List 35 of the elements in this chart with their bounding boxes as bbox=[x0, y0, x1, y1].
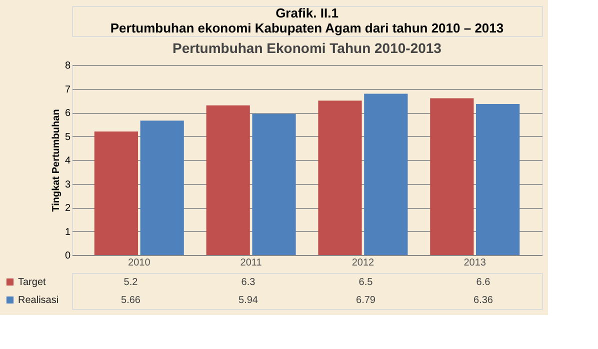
data-label: 6.36 bbox=[474, 295, 494, 306]
bar bbox=[476, 104, 520, 255]
bar bbox=[430, 98, 474, 255]
x-tick-label: 2010 bbox=[128, 258, 151, 268]
x-tick-label: 2013 bbox=[464, 258, 486, 268]
data-label: 6.3 bbox=[241, 277, 256, 288]
bar bbox=[364, 94, 408, 255]
chart-title: Pertumbuhan Ekonomi Tahun 2010-2013 bbox=[172, 40, 442, 56]
x-tick-label: 2011 bbox=[240, 258, 262, 268]
y-tick-label: 8 bbox=[64, 60, 71, 72]
bar bbox=[140, 120, 184, 255]
bar bbox=[94, 132, 138, 255]
y-tick-label: 5 bbox=[64, 132, 71, 143]
data-label: 5.2 bbox=[124, 277, 138, 288]
legend-label: Realisasi bbox=[18, 295, 59, 306]
bar bbox=[206, 105, 250, 255]
text: Pertumbuhan ekonomi Kabupaten Agam dari tahun 2010 – 2013 bbox=[110, 20, 504, 36]
data-label: 6.5 bbox=[358, 277, 374, 288]
text: Grafik. II.1 bbox=[276, 6, 338, 20]
y-tick-label: 1 bbox=[64, 226, 71, 238]
x-tick-label: 2012 bbox=[352, 258, 375, 268]
data-label: 6.6 bbox=[476, 277, 491, 288]
data-label: 5.66 bbox=[121, 295, 141, 306]
y-tick-label: 3 bbox=[64, 179, 71, 190]
data-label: 5.94 bbox=[238, 295, 258, 306]
y-tick-label: 6 bbox=[64, 108, 71, 119]
y-axis-title: Tingkat Pertumbuhan bbox=[50, 109, 62, 212]
bar bbox=[252, 114, 296, 255]
y-tick-label: 0 bbox=[64, 250, 71, 262]
legend-label: Target bbox=[18, 277, 46, 288]
y-tick-label: 2 bbox=[64, 203, 71, 214]
y-tick-label: 7 bbox=[64, 84, 71, 96]
y-tick-label: 4 bbox=[64, 156, 71, 166]
data-label: 6.79 bbox=[356, 295, 376, 306]
bar bbox=[318, 100, 362, 255]
